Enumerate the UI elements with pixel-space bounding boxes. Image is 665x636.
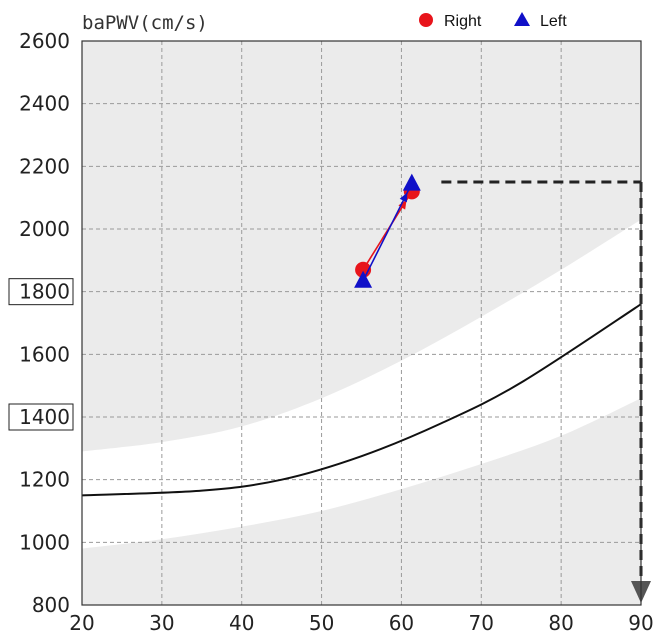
grid [82, 41, 641, 605]
y-tick-highlight-box [8, 278, 74, 306]
legend: Right Left [419, 12, 567, 30]
y-tick-label: 2000 [19, 217, 70, 241]
x-tick-label: 80 [548, 611, 573, 635]
legend-marker-left [514, 12, 530, 26]
y-tick-label: 2600 [19, 29, 70, 53]
y-tick-label: 800 [32, 593, 70, 617]
point-left-0 [354, 270, 373, 288]
x-tick-label: 70 [469, 611, 494, 635]
legend-label-right: Right [444, 13, 482, 30]
legend-label-left: Left [540, 13, 567, 30]
x-tick-label: 90 [628, 611, 653, 635]
y-tick-label: 1600 [19, 342, 70, 366]
x-tick-label: 40 [229, 611, 254, 635]
x-tick-label: 50 [309, 611, 334, 635]
y-tick-label: 1200 [19, 468, 70, 492]
series-arrow-right [398, 199, 407, 210]
x-tick-label: 20 [69, 611, 94, 635]
x-tick-label: 30 [149, 611, 174, 635]
y-axis-label: baPWV(cm/s) [82, 12, 208, 34]
series-arrow-left [399, 192, 408, 203]
y-tick-label: 1800 [19, 280, 70, 304]
plot-area [82, 41, 641, 605]
x-tick-label: 60 [389, 611, 414, 635]
y-tick-label: 1000 [19, 530, 70, 554]
point-left-1 [402, 173, 421, 191]
reference-curve [81, 303, 642, 497]
y-tick-label: 2200 [19, 154, 70, 178]
y-tick-label: 2400 [19, 92, 70, 116]
plot-frame [81, 40, 642, 606]
y-tick-highlight-box [8, 403, 74, 431]
series-layer [354, 173, 421, 288]
axes: 20 30 40 50 60 70 80 90 800 1000 1200 1400 1600 1800 2… [8, 29, 654, 635]
reference-curve-layer [81, 303, 642, 497]
y-tick-label: 1400 [19, 405, 70, 429]
legend-marker-right [419, 13, 433, 27]
normal-range-band [82, 219, 641, 549]
